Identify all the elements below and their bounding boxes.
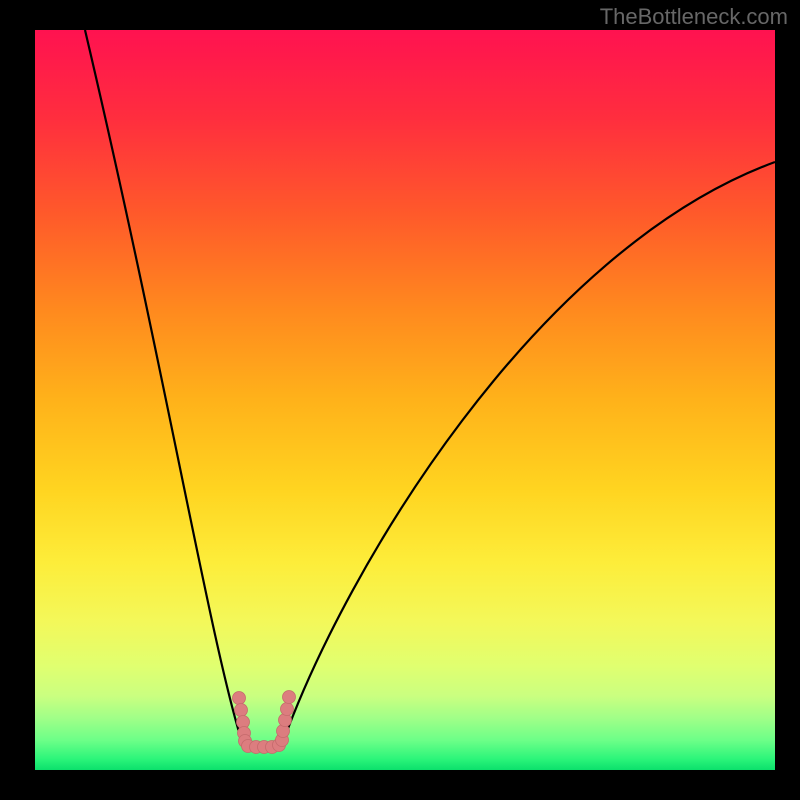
marker-dot (283, 691, 296, 704)
curve-left (85, 30, 242, 742)
marker-dot (235, 704, 248, 717)
watermark-text: TheBottleneck.com (600, 4, 788, 30)
marker-dot (281, 703, 294, 716)
marker-trail (233, 691, 296, 754)
marker-dot (233, 692, 246, 705)
chart-curves (35, 30, 775, 770)
curve-right (283, 162, 775, 742)
chart-plot-area (35, 30, 775, 770)
